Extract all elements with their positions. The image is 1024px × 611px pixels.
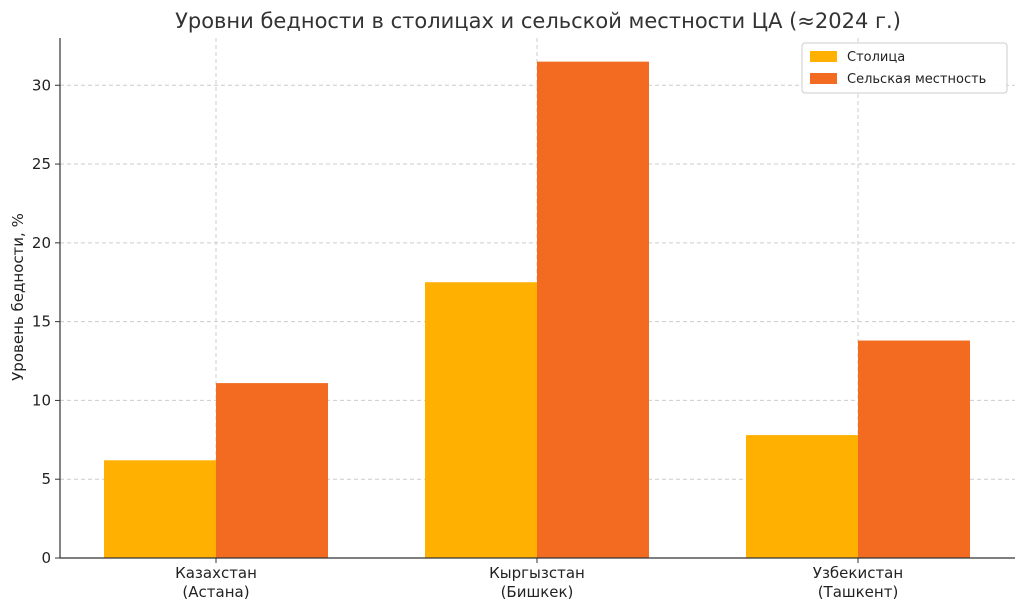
legend: Столица Сельская местность — [801, 42, 1008, 94]
legend-box — [801, 42, 1008, 94]
y-tick-label: 15 — [32, 313, 51, 331]
x-tick-label: Узбекистан — [813, 564, 903, 582]
y-tick-label: 10 — [32, 391, 51, 409]
x-tick-label: (Астана) — [182, 583, 249, 601]
legend-swatch — [810, 73, 837, 84]
bar-rural-0 — [216, 383, 328, 558]
bar-capital-1 — [425, 282, 537, 558]
x-tick-label: (Бишкек) — [501, 583, 574, 601]
y-tick-label: 20 — [32, 234, 51, 252]
legend-swatch — [810, 51, 837, 62]
y-tick-label: 5 — [41, 470, 51, 488]
legend-entry: Столица — [847, 50, 905, 65]
y-axis-label: Уровень бедности, % — [9, 213, 27, 381]
x-tick-label: (Ташкент) — [818, 583, 899, 601]
y-tick-label: 25 — [32, 155, 51, 173]
bar-rural-2 — [858, 340, 970, 558]
chart-title: Уровни бедности в столицах и сельской ме… — [175, 9, 901, 33]
legend-entry: Сельская местность — [847, 72, 986, 87]
ticks-layer: 0 5 10 15 20 25 30 — [32, 76, 60, 567]
y-tick-label: 0 — [41, 549, 51, 567]
bar-capital-2 — [746, 435, 858, 558]
x-tick-label: Казахстан — [175, 564, 257, 582]
bar-capital-0 — [104, 460, 216, 558]
x-tick-label: Кыргызстан — [489, 564, 585, 582]
bar-rural-1 — [537, 61, 649, 559]
bars-layer — [104, 61, 970, 559]
category-labels: Казахстан(Астана) Кыргызстан(Бишкек) Узбек… — [175, 558, 903, 601]
y-tick-label: 30 — [32, 76, 51, 94]
